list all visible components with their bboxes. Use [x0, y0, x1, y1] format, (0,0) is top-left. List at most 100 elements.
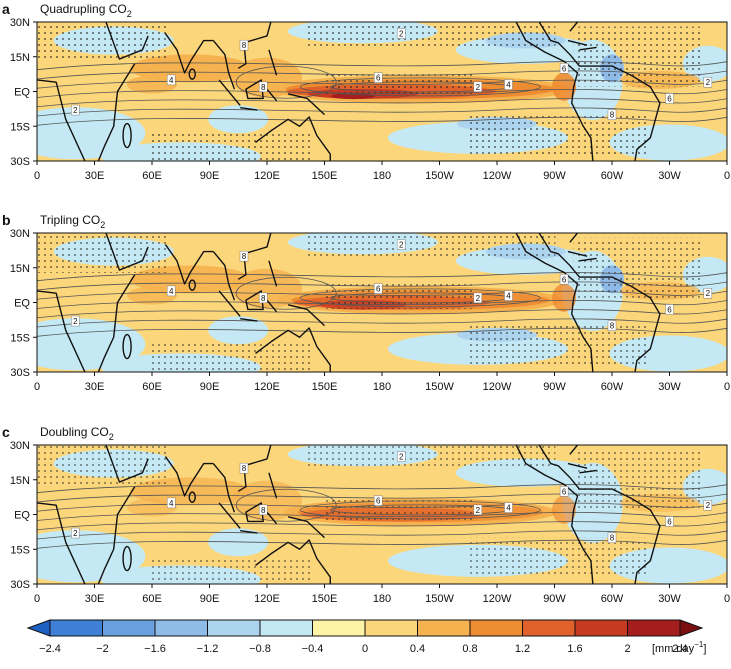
significance-stipple [37, 445, 167, 485]
significance-stipple [37, 233, 167, 273]
contour-value-label: 2 [399, 453, 404, 462]
colorbar-segment [627, 619, 681, 637]
lon-tick-label: 0 [34, 170, 40, 182]
contour-value-label: 6 [376, 74, 381, 83]
lat-tick-label: 30N [10, 228, 30, 240]
lon-tick-label: 30E [85, 381, 105, 393]
contour-value-label: 8 [242, 464, 247, 473]
significance-stipple [305, 22, 556, 47]
significance-stipple [468, 325, 649, 366]
colorbar-segment [574, 619, 628, 637]
lon-tick-label: 120W [483, 593, 512, 605]
precip-anomaly-field [37, 233, 727, 372]
colorbar-segment [417, 619, 471, 637]
colorbar-tick-label: 1.2 [515, 643, 530, 655]
contour-value-label: 4 [506, 81, 511, 90]
lat-tick-label: 30N [10, 17, 30, 29]
colorbar-tick-label: −1.6 [144, 643, 166, 655]
lon-tick-label: 30W [658, 170, 681, 182]
lon-tick-label: 60E [142, 593, 162, 605]
contour-value-label: 2 [73, 106, 78, 115]
colorbar-tick-label: −2.4 [39, 643, 61, 655]
panel-title: Quadrupling CO2 [40, 2, 132, 19]
contour-value-label: 8 [261, 294, 266, 303]
contour-value-label: 4 [169, 287, 174, 296]
neg-region [37, 318, 146, 371]
colorbar-segment [312, 619, 366, 637]
lat-tick-label: EQ [14, 510, 30, 522]
contour-value-label: 2 [476, 83, 481, 92]
colorbar-tick-label: −1.2 [197, 643, 219, 655]
contour-value-label: 8 [242, 252, 247, 261]
lon-tick-label: 30E [85, 170, 105, 182]
lon-tick-label: 90E [200, 170, 220, 182]
lon-tick-label: 30W [658, 381, 681, 393]
panel-letter: b [2, 212, 11, 228]
panel-title: Doubling CO2 [40, 425, 114, 442]
lon-tick-label: 0 [724, 593, 730, 605]
panel-letter: a [2, 1, 10, 17]
contour-value-label: 8 [261, 506, 266, 515]
lon-tick-label: 150W [425, 381, 454, 393]
contour-value-label: 8 [610, 534, 615, 543]
contour-value-label: 4 [169, 499, 174, 508]
contour-value-label: 2 [706, 501, 711, 510]
contour-value-label: 4 [169, 76, 174, 85]
significance-stipple [573, 26, 704, 87]
significance-stipple [305, 445, 556, 470]
lon-tick-label: 0 [724, 381, 730, 393]
lat-tick-label: 30S [10, 156, 30, 168]
contour-value-label: 2 [399, 30, 404, 39]
significance-stipple [152, 344, 312, 372]
colorbar-max-arrow [679, 619, 704, 637]
colorbar-segment [102, 619, 156, 637]
lon-tick-label: 180 [373, 381, 391, 393]
contour-value-label: 2 [476, 294, 481, 303]
lon-tick-label: 150W [425, 170, 454, 182]
lat-tick-label: 15S [10, 544, 30, 556]
colorbar-tick-label: 0.4 [410, 643, 425, 655]
contour-value-label: 6 [667, 305, 672, 314]
lon-tick-label: 60E [142, 170, 162, 182]
significance-stipple [468, 114, 649, 155]
lat-tick-label: 30N [10, 440, 30, 452]
lon-tick-label: 150E [312, 381, 338, 393]
lon-tick-label: 150E [312, 593, 338, 605]
contour-value-label: 6 [667, 94, 672, 103]
lat-tick-label: EQ [14, 298, 30, 310]
lat-tick-label: 30S [10, 579, 30, 591]
lon-tick-label: 60W [601, 170, 624, 182]
lon-tick-label: 30W [658, 593, 681, 605]
pos-region [127, 75, 177, 94]
lat-tick-label: 15S [10, 332, 30, 344]
colorbar-segment [259, 619, 313, 637]
contour-value-label: 2 [73, 529, 78, 538]
lon-tick-label: 0 [34, 593, 40, 605]
pos-region [127, 286, 177, 305]
colorbar-tick-label: 1.6 [567, 643, 582, 655]
neg-region [37, 530, 146, 583]
colorbar-segment [469, 619, 523, 637]
map-panel-a: a Quadrupling CO2 8 4 8 2 4 2 6 6 8 2 6 2 30N 15N EQ 15S 3… [2, 1, 730, 182]
colorbar-min-arrow [26, 619, 51, 637]
lon-tick-label: 150W [425, 593, 454, 605]
contour-value-label: 2 [399, 241, 404, 250]
contour-value-label: 8 [242, 41, 247, 50]
coastlines [37, 22, 661, 161]
colorbar-tick-label: 0.8 [462, 643, 477, 655]
lon-tick-label: 60W [601, 593, 624, 605]
lon-tick-label: 0 [34, 381, 40, 393]
contour-value-label: 8 [261, 83, 266, 92]
pos-region [127, 498, 177, 517]
colorbar-tick-label: −0.4 [302, 643, 324, 655]
precip-anomaly-field [37, 22, 727, 161]
coastlines [37, 445, 661, 584]
significance-stipple [573, 237, 704, 298]
lon-tick-label: 120W [483, 381, 512, 393]
lon-tick-label: 180 [373, 593, 391, 605]
contour-value-label: 8 [610, 322, 615, 331]
lon-tick-label: 30E [85, 593, 105, 605]
contour-value-label: 2 [73, 317, 78, 326]
lon-tick-label: 90W [543, 170, 566, 182]
lat-tick-label: 15S [10, 121, 30, 133]
